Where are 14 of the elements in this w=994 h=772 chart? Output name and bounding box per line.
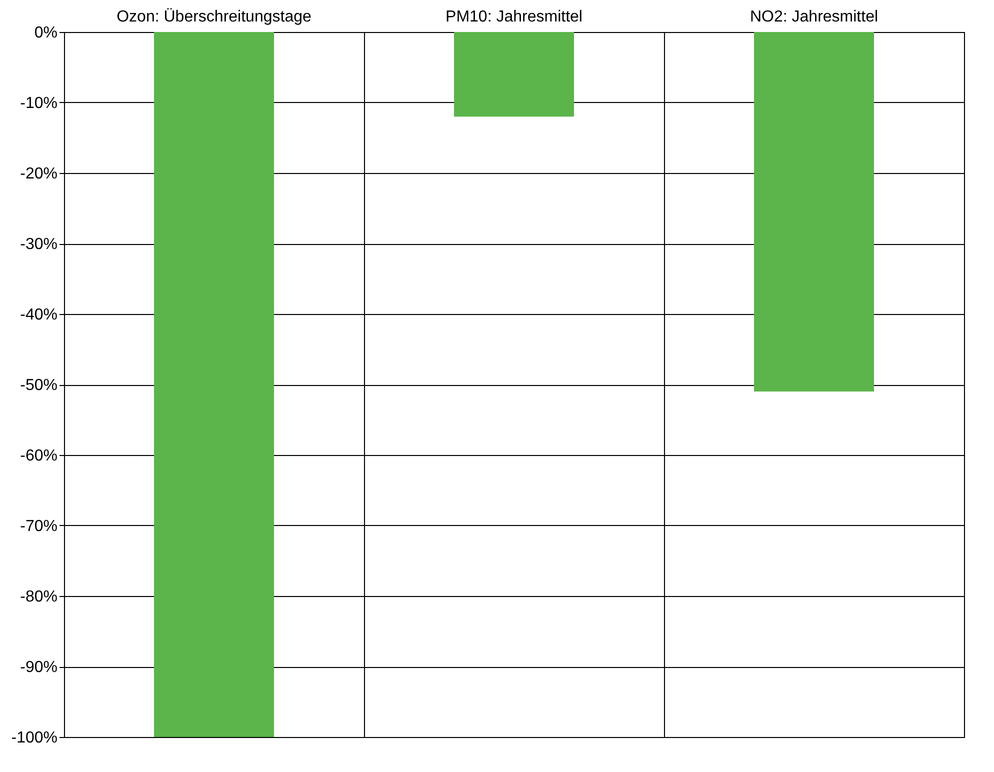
y-tick-label: -90% [20,659,58,676]
y-tick-label: -80% [20,588,58,606]
y-tick-label: -100% [11,730,58,746]
y-tick-label: -10% [20,95,58,112]
x-tick-label: Ozon: Überschreitungstage [116,8,312,26]
x-tick-label: NO2: Jahresmittel [750,8,878,26]
y-tick-label: -60% [20,448,58,464]
y-tick-label: -70% [20,518,58,535]
y-tick-label: -20% [20,166,58,182]
y-tick-label: -40% [20,306,58,324]
x-tick-label: PM10: Jahresmittel [446,8,582,26]
y-tick-label: -50% [20,377,58,394]
y-tick-label: 0% [34,24,58,42]
y-tick-label: -30% [20,236,58,253]
